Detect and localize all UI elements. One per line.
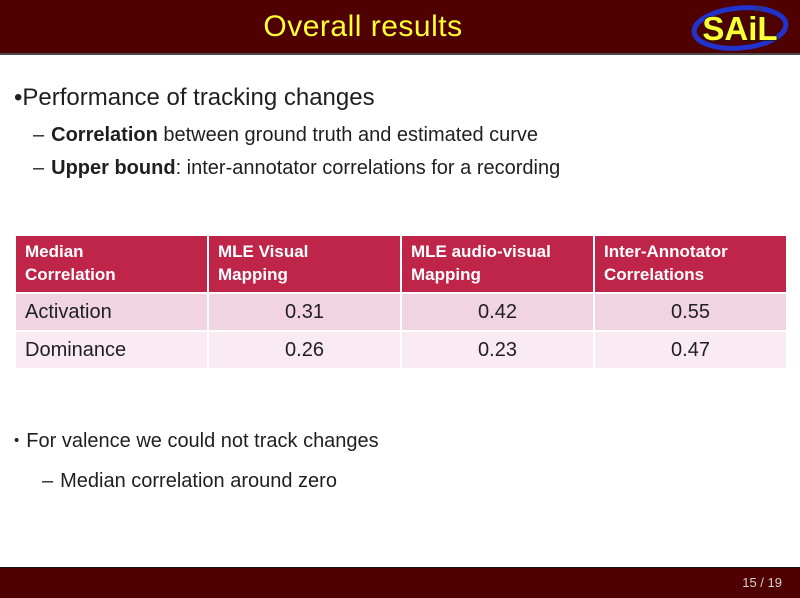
col-header-median-correlation: Median Correlation — [16, 236, 207, 292]
sub-bullet-correlation-bold: Correlation — [51, 124, 158, 146]
row-label: Dominance — [16, 332, 207, 368]
bullet-performance-text: Performance of tracking changes — [22, 84, 375, 111]
cell-value: 0.55 — [595, 294, 786, 330]
row-label: Activation — [16, 294, 207, 330]
bullet-valence-text: For valence we could not track changes — [26, 430, 379, 452]
dash-marker-icon: – — [42, 470, 54, 492]
cell-value: 0.42 — [402, 294, 593, 330]
logo-ellipse — [691, 5, 789, 51]
sub-bullet-correlation-text: between ground truth and estimated curve — [157, 124, 539, 146]
page-title: Overall results — [263, 9, 463, 43]
page-number: 15 / 19 — [742, 575, 782, 590]
col-header-mle-visual: MLE Visual Mapping — [209, 236, 400, 292]
cell-value: 0.47 — [595, 332, 786, 368]
sub-bullet-upper-bound-text: : inter-annotator correlations for a rec… — [175, 157, 561, 179]
sail-logo: SAiL — [691, 4, 789, 51]
logo-figure — [755, 4, 763, 13]
col-header-inter-annotator: Inter-Annotator Correlations — [595, 236, 786, 292]
sub-bullet-median: – Median correlation around zero — [42, 470, 337, 493]
footer-bar: 15 / 19 — [0, 567, 800, 598]
bullet-valence: • For valence we could not track changes — [14, 430, 379, 453]
cell-value: 0.26 — [209, 332, 400, 368]
col-header-mle-audio-visual: MLE audio-visual Mapping — [402, 236, 593, 292]
sub-bullet-upper-bound-bold: Upper bound — [51, 157, 176, 179]
dash-marker-icon: – — [33, 157, 45, 179]
results-table: Median Correlation MLE Visual Mapping ML… — [16, 236, 786, 368]
sub-bullet-correlation: – Correlation between ground truth and es… — [33, 124, 538, 147]
cell-value: 0.23 — [402, 332, 593, 368]
logo-text: SAiL — [702, 10, 777, 47]
bullet-performance: •Performance of tracking changes — [14, 84, 375, 112]
bullet-marker-icon: • — [14, 84, 23, 111]
title-bar: Overall results SAiL — [0, 0, 800, 55]
dash-marker-icon: – — [33, 124, 45, 146]
sub-bullet-median-text: Median correlation around zero — [60, 470, 337, 492]
sub-bullet-upper-bound: – Upper bound: inter-annotator correlatio… — [33, 157, 560, 180]
cell-value: 0.31 — [209, 294, 400, 330]
bullet-marker-icon: • — [14, 432, 20, 449]
